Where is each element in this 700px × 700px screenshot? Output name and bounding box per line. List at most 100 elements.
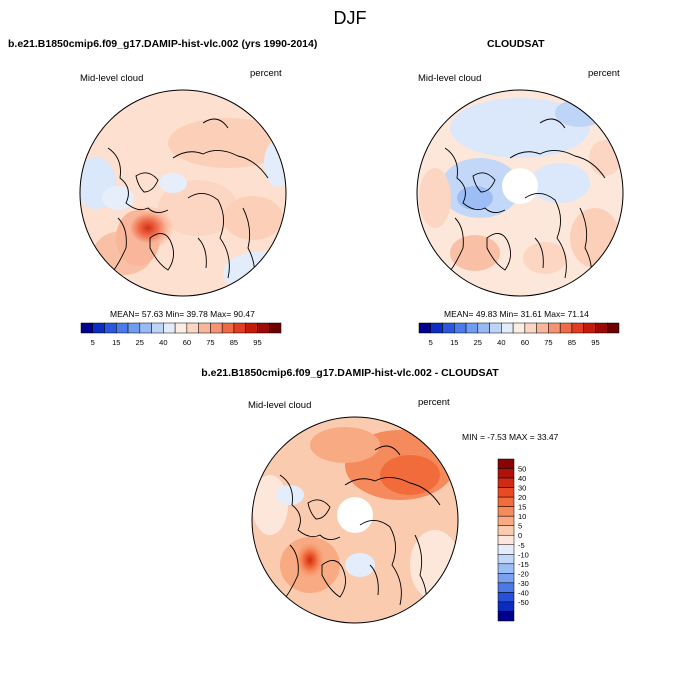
panel-1-title: b.e21.B1850cmip6.f09_g17.DAMIP-hist-vlc.… bbox=[8, 38, 318, 50]
colorbar-3-tick-label: -10 bbox=[518, 550, 529, 559]
colorbar-1-swatch bbox=[80, 322, 94, 334]
colorbar-3-tick-label: -50 bbox=[518, 598, 529, 607]
colorbar-2-swatch bbox=[536, 322, 549, 334]
map-panel-3 bbox=[251, 416, 459, 624]
colorbar-3-tick-label: -15 bbox=[518, 560, 529, 569]
colorbar-1-swatch bbox=[151, 322, 164, 334]
colorbar-1-swatch bbox=[163, 322, 176, 334]
colorbar-1-tick-label: 60 bbox=[183, 338, 191, 347]
colorbar-2-swatch bbox=[418, 322, 432, 334]
colorbar-3-swatch bbox=[497, 534, 515, 546]
colorbar-2-swatch bbox=[571, 322, 584, 334]
colorbar-3-swatch bbox=[497, 496, 515, 507]
colorbar-3-tick-label: 50 bbox=[518, 465, 526, 474]
colorbar-2-swatch bbox=[583, 322, 596, 334]
colorbar-3-swatch bbox=[497, 601, 515, 612]
colorbar-panel-1: 5 15 25 40 60 75 85 95 bbox=[80, 322, 282, 347]
colorbar-3-swatch bbox=[497, 458, 515, 469]
colorbar-3-swatch bbox=[497, 515, 515, 526]
colorbar-3-tick-label: -40 bbox=[518, 588, 529, 597]
colorbar-2-swatch bbox=[489, 322, 502, 334]
colorbar-3-tick-label: 10 bbox=[518, 512, 526, 521]
colorbar-3-swatch bbox=[497, 611, 515, 622]
colorbar-3-swatch bbox=[497, 544, 515, 555]
colorbar-2-swatch bbox=[454, 322, 467, 334]
figure-title: DJF bbox=[333, 8, 367, 28]
colorbar-2-swatch bbox=[477, 322, 490, 334]
panel-3-units-label: percent bbox=[418, 397, 450, 408]
colorbar-3-swatch bbox=[497, 563, 515, 574]
colorbar-1-swatch bbox=[174, 322, 188, 334]
colorbar-3-tick-label: 20 bbox=[518, 493, 526, 502]
colorbar-2-swatch bbox=[559, 322, 573, 334]
colorbar-2-tick-label: 15 bbox=[450, 338, 458, 347]
colorbar-1-tick-label: 85 bbox=[230, 338, 238, 347]
colorbar-3-tick-label: -30 bbox=[518, 579, 529, 588]
colorbar-3-swatch bbox=[497, 592, 515, 603]
colorbar-3-tick-label: 30 bbox=[518, 484, 526, 493]
colorbar-2-tick-label: 75 bbox=[544, 338, 552, 347]
colorbar-1-swatch bbox=[245, 322, 258, 334]
panel-1-stats: MEAN= 57.63 Min= 39.78 Max= 90.47 bbox=[110, 309, 255, 319]
colorbar-3-swatch bbox=[497, 487, 515, 498]
colorbar-2-swatch bbox=[465, 322, 479, 334]
colorbar-2-tick-label: 5 bbox=[429, 338, 433, 347]
colorbar-2-tick-label: 25 bbox=[474, 338, 482, 347]
panel-1-units-label: percent bbox=[250, 68, 282, 79]
colorbar-3-swatch bbox=[497, 468, 515, 479]
colorbar-2-swatch bbox=[548, 322, 561, 334]
panel-2-title: CLOUDSAT bbox=[487, 38, 545, 50]
panel-2-variable-label: Mid-level cloud bbox=[418, 73, 482, 84]
colorbar-1-swatch bbox=[92, 322, 105, 334]
colorbar-3-swatch bbox=[497, 525, 515, 536]
colorbar-1-swatch bbox=[127, 322, 141, 334]
map-panel-2 bbox=[416, 89, 624, 297]
panel-2-stats: MEAN= 49.83 Min= 31.61 Max= 71.14 bbox=[444, 309, 589, 319]
map-panel-1 bbox=[79, 89, 287, 297]
colorbar-2-swatch bbox=[501, 322, 514, 334]
panel-3-stats: MIN = -7.53 MAX = 33.47 bbox=[462, 432, 559, 442]
colorbar-1-tick-label: 5 bbox=[91, 338, 95, 347]
colorbar-3-tick-label: -5 bbox=[518, 541, 525, 550]
colorbar-2-tick-label: 85 bbox=[568, 338, 576, 347]
colorbar-2-swatch bbox=[430, 322, 443, 334]
colorbar-1-swatch bbox=[104, 322, 117, 334]
colorbar-1-swatch bbox=[210, 322, 223, 334]
colorbar-1-swatch bbox=[186, 322, 199, 334]
panel-2-units-label: percent bbox=[588, 68, 620, 79]
colorbar-2-swatch bbox=[442, 322, 455, 334]
colorbar-1-swatch bbox=[221, 322, 235, 334]
colorbar-3-tick-label: -20 bbox=[518, 569, 529, 578]
colorbar-3-swatch bbox=[497, 582, 515, 593]
colorbar-1-swatch bbox=[198, 322, 211, 334]
colorbar-2-swatch bbox=[524, 322, 537, 334]
colorbar-2-tick-label: 40 bbox=[497, 338, 505, 347]
colorbar-1-swatch bbox=[268, 322, 282, 334]
colorbar-1-tick-label: 15 bbox=[112, 338, 120, 347]
colorbar-1-swatch bbox=[233, 322, 246, 334]
colorbar-2-tick-label: 95 bbox=[591, 338, 599, 347]
colorbar-2-swatch bbox=[595, 322, 608, 334]
colorbar-3-tick-label: 0 bbox=[518, 531, 522, 540]
panel-3-variable-label: Mid-level cloud bbox=[248, 400, 312, 411]
colorbar-3-swatch bbox=[497, 554, 515, 565]
colorbar-2-swatch bbox=[606, 322, 620, 334]
colorbar-3-swatch bbox=[497, 477, 515, 488]
panel-3-title: b.e21.B1850cmip6.f09_g17.DAMIP-hist-vlc.… bbox=[201, 367, 499, 379]
colorbar-1-tick-label: 25 bbox=[136, 338, 144, 347]
colorbar-1-swatch bbox=[257, 322, 270, 334]
colorbar-3-tick-label: 5 bbox=[518, 522, 522, 531]
colorbar-panel-2: 5 15 25 40 60 75 85 95 bbox=[418, 322, 620, 347]
colorbar-3-tick-label: 15 bbox=[518, 503, 526, 512]
colorbar-3-swatch bbox=[497, 573, 515, 584]
colorbar-2-tick-label: 60 bbox=[521, 338, 529, 347]
colorbar-3-tick-label: 40 bbox=[518, 474, 526, 483]
panel-1-variable-label: Mid-level cloud bbox=[80, 73, 144, 84]
colorbar-2-swatch bbox=[512, 322, 526, 334]
colorbar-3-swatch bbox=[497, 506, 515, 517]
colorbar-1-tick-label: 75 bbox=[206, 338, 214, 347]
colorbar-1-tick-label: 40 bbox=[159, 338, 167, 347]
colorbar-1-tick-label: 95 bbox=[253, 338, 261, 347]
colorbar-1-swatch bbox=[116, 322, 129, 334]
